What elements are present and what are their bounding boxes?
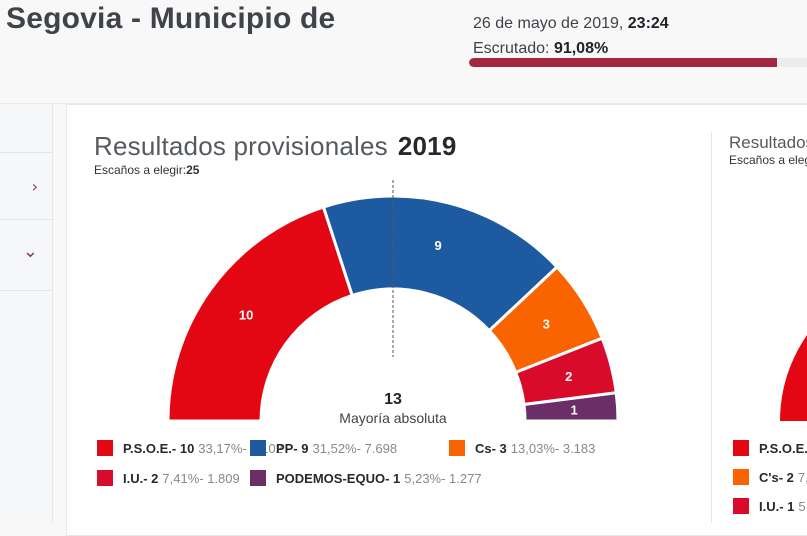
seats-to-elect: Escaños a elegir:25 <box>94 163 200 177</box>
sidebar: › ⌄ <box>0 104 53 523</box>
legend-item[interactable]: PP- 9 31,52%- 7.698 <box>250 440 397 456</box>
legend-swatch <box>250 440 266 456</box>
chart-slice-p-s-o-e[interactable] <box>166 205 355 423</box>
legend-party-name: Cs- 3 <box>475 440 507 456</box>
legend-party-name: I.U.- 1 <box>759 498 795 514</box>
legend-party-name: PP- 9 <box>276 440 309 456</box>
legend-party-stats: 31,52%- 7.698 <box>312 440 398 456</box>
chart-slice-pp[interactable] <box>321 194 560 333</box>
legend-party-stats: 13,03%- 3.183 <box>510 440 596 456</box>
scrutiny-label: Escrutado: <box>473 40 554 57</box>
legend-item[interactable]: PODEMOS-EQUO- 1 5,23%- 1.277 <box>250 470 482 486</box>
legend-swatch <box>733 440 749 456</box>
legend-swatch <box>449 440 465 456</box>
scrutiny-progress-fill <box>469 58 777 67</box>
legend-item[interactable]: I.U.- 2 7,41%- 1.809 <box>97 470 240 486</box>
panel2-legend-item[interactable]: P.S.O.E. <box>733 440 807 456</box>
legend-swatch <box>250 470 266 486</box>
legend-swatch <box>97 470 113 486</box>
panel2-title: Resultados <box>729 133 807 152</box>
legend-swatch <box>733 498 749 514</box>
legend-party-name: PODEMOS-EQUO- 1 <box>276 470 401 486</box>
slice-seat-label: 1 <box>571 403 578 418</box>
election-date: 26 de mayo de 2019, <box>473 15 628 32</box>
page-title: Segovia - Municipio de <box>6 2 336 35</box>
legend-party-stats: 7, <box>797 469 807 485</box>
panel-title: Resultados provisionales 2019 <box>94 131 457 161</box>
header-divider <box>0 103 807 104</box>
slice-seat-label: 10 <box>239 307 253 322</box>
panel2-chart-slice[interactable] <box>780 271 807 421</box>
legend-party-name: P.S.O.E.- 10 <box>123 440 195 456</box>
sidebar-item-collapse[interactable]: ⌄ <box>0 220 52 291</box>
legend-party-name: P.S.O.E. <box>759 440 807 456</box>
legend-party-stats: 5 <box>798 498 806 514</box>
legend-party-stats: 5,23%- 1.277 <box>404 470 482 486</box>
parliament-chart: 10 9 3 2 1 13 Mayoría absoluta <box>166 180 807 426</box>
scrutiny-progress-bar <box>469 58 807 67</box>
panel-year: 2019 <box>397 131 457 161</box>
scrutiny-value: 91,08% <box>553 40 609 57</box>
election-meta: 26 de mayo de 2019, 23:24 Escrutado: 91,… <box>473 11 669 61</box>
legend-party-name: I.U.- 2 <box>123 470 159 486</box>
slice-seat-label: 9 <box>435 238 442 253</box>
panel2-legend-item[interactable]: C's- 27, <box>733 469 807 485</box>
legend-item[interactable]: Cs- 3 13,03%- 3.183 <box>449 440 595 456</box>
panel-divider <box>711 132 712 523</box>
slice-seat-label: 3 <box>543 317 550 332</box>
sidebar-row-empty <box>0 104 52 153</box>
election-time: 23:24 <box>627 15 669 32</box>
results-card <box>66 104 807 536</box>
majority-label: Mayoría absoluta <box>339 410 447 426</box>
legend-party-stats: 7,41%- 1.809 <box>162 470 240 486</box>
legend-swatch <box>733 469 749 485</box>
chart-slice-podemos-equo[interactable] <box>522 391 620 423</box>
panel2-seats-label: Escaños a eleg <box>729 153 807 167</box>
legend-swatch <box>97 440 113 456</box>
legend-party-name: C's- 2 <box>759 469 794 485</box>
chevron-right-icon[interactable]: › <box>31 176 38 196</box>
slice-seat-label: 2 <box>565 369 572 384</box>
chevron-down-icon[interactable]: ⌄ <box>22 240 38 262</box>
sidebar-item-expand[interactable]: › <box>0 153 52 220</box>
majority-value: 13 <box>384 391 402 408</box>
